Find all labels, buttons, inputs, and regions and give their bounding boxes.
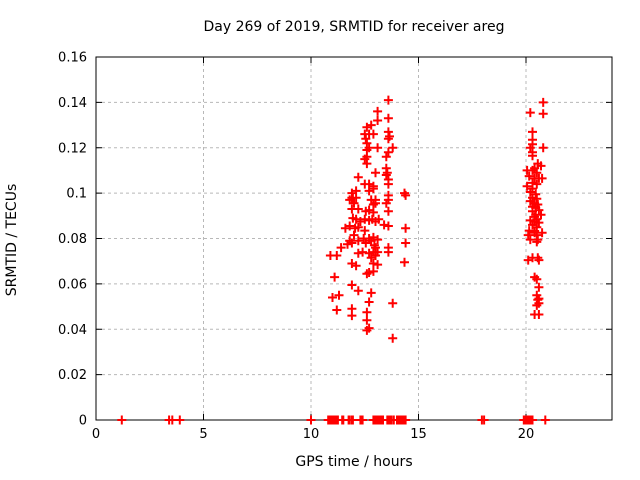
y-tick-label: 0.08 [58,232,87,247]
y-tick-label: 0.12 [58,141,87,156]
y-tick-label: 0 [79,414,87,429]
x-tick-label: 0 [92,427,100,442]
data-points [117,95,550,425]
chart-title: Day 269 of 2019, SRMTID for receiver are… [204,19,505,35]
y-tick-label: 0.02 [58,368,87,383]
axis-ticks [95,56,612,421]
x-tick-label: 10 [303,427,320,442]
y-tick-label: 0.14 [58,96,87,111]
y-tick-label: 0.04 [58,323,87,338]
x-tick-labels: 0 5 10 15 20 [92,427,534,442]
y-tick-label: 0.06 [58,277,87,292]
x-tick-label: 15 [410,427,427,442]
y-tick-label: 0.16 [58,51,87,66]
x-tick-label: 20 [518,427,535,442]
x-axis-label: GPS time / hours [295,454,412,470]
data-point-markers [117,95,550,425]
y-tick-labels: 0 0.02 0.04 0.06 0.08 0.1 0.12 0.14 0.16 [58,51,87,429]
y-axis-label: SRMTID / TECUs [4,184,20,297]
y-tick-label: 0.1 [66,187,87,202]
x-tick-label: 5 [199,427,207,442]
